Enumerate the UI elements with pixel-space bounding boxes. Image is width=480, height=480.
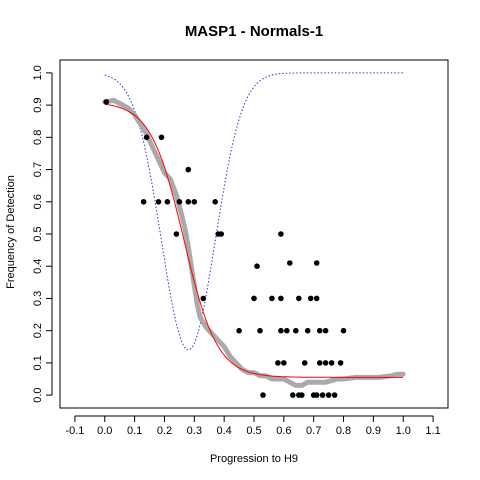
- data-point: [337, 360, 344, 366]
- data-point: [185, 166, 192, 173]
- data-point: [322, 360, 329, 366]
- data-point: [313, 260, 320, 266]
- x-tick-label: 0.7: [306, 425, 321, 437]
- x-tick-label: 1.1: [425, 425, 440, 437]
- y-tick-label: 0.8: [32, 130, 44, 145]
- data-point: [316, 360, 323, 366]
- data-point: [340, 327, 347, 334]
- x-tick-label: 0.8: [336, 425, 351, 437]
- data-point: [173, 231, 180, 237]
- data-point: [316, 327, 323, 334]
- data-point: [284, 327, 290, 334]
- y-tick-label: 1.0: [32, 65, 44, 80]
- x-tick-label: 0.1: [127, 425, 142, 437]
- data-point: [158, 134, 165, 141]
- smooth-curve: [102, 97, 406, 388]
- y-tick-label: 0.7: [32, 162, 44, 177]
- data-point: [191, 199, 198, 205]
- y-tick-label: 0.5: [32, 226, 44, 241]
- data-point: [281, 360, 287, 366]
- data-point: [331, 392, 338, 398]
- y-tick-label: 0.9: [32, 97, 44, 112]
- x-axis: -0.1 0.0 0.1 0.2 0.3 0.4 0.5 0.6 0.7 0.8 0.9 1.0 1.1: [65, 415, 441, 437]
- x-tick-label: 0.6: [276, 425, 291, 437]
- y-tick-label: 0.2: [32, 323, 44, 338]
- data-point: [254, 263, 260, 270]
- x-tick-label: -0.1: [65, 425, 84, 437]
- fit-curve: [104, 103, 404, 378]
- data-point: [164, 199, 171, 205]
- data-point: [143, 134, 150, 141]
- data-point: [296, 295, 302, 302]
- data-point: [293, 327, 299, 334]
- data-point: [278, 295, 284, 302]
- data-point: [176, 199, 183, 205]
- data-point: [304, 327, 311, 334]
- data-point: [325, 392, 332, 398]
- data-point: [287, 260, 293, 266]
- data-point: [299, 392, 305, 398]
- data-point: [269, 295, 275, 302]
- plot-content: [102, 72, 406, 398]
- x-tick-label: 0.9: [366, 425, 381, 437]
- data-point: [322, 327, 329, 334]
- data-point: [140, 199, 147, 205]
- y-tick-label: 0.0: [32, 387, 44, 402]
- data-point: [103, 99, 110, 105]
- data-point: [307, 295, 314, 302]
- x-tick-label: 0.5: [246, 425, 261, 437]
- data-point: [155, 199, 162, 205]
- y-tick-label: 0.6: [32, 194, 44, 209]
- data-point: [278, 231, 284, 237]
- y-tick-label: 0.3: [32, 291, 44, 306]
- data-point: [185, 199, 192, 205]
- data-point: [218, 231, 224, 237]
- data-point: [260, 392, 266, 398]
- x-axis-label: Progression to H9: [210, 453, 298, 465]
- data-point: [301, 360, 308, 366]
- data-point: [200, 295, 207, 302]
- x-tick-label: 0.0: [97, 425, 112, 437]
- x-tick-label: 0.2: [157, 425, 172, 437]
- chart-title: MASP1 - Normals-1: [185, 23, 323, 40]
- x-tick-label: 0.3: [187, 425, 202, 437]
- data-point: [278, 327, 284, 334]
- x-tick-label: 1.0: [396, 425, 411, 437]
- y-tick-label: 0.4: [32, 259, 44, 274]
- data-point: [328, 360, 335, 366]
- y-tick-label: 0.1: [32, 355, 44, 370]
- data-point: [313, 295, 320, 302]
- y-axis-label: Frequency of Detection: [5, 175, 17, 289]
- data-point: [257, 327, 263, 334]
- data-point: [290, 392, 296, 398]
- data-point: [313, 392, 320, 398]
- x-tick-label: 0.4: [217, 425, 232, 437]
- data-point: [236, 327, 242, 334]
- data-point: [212, 199, 218, 205]
- data-point: [275, 360, 281, 366]
- dotted-curve: [104, 72, 404, 351]
- data-point: [319, 392, 326, 398]
- data-point: [251, 295, 257, 302]
- y-axis: 0.0 0.1 0.2 0.3 0.4 0.5 0.6 0.7 0.8 0.9 1.0: [32, 65, 53, 403]
- plot-frame: [59, 59, 449, 409]
